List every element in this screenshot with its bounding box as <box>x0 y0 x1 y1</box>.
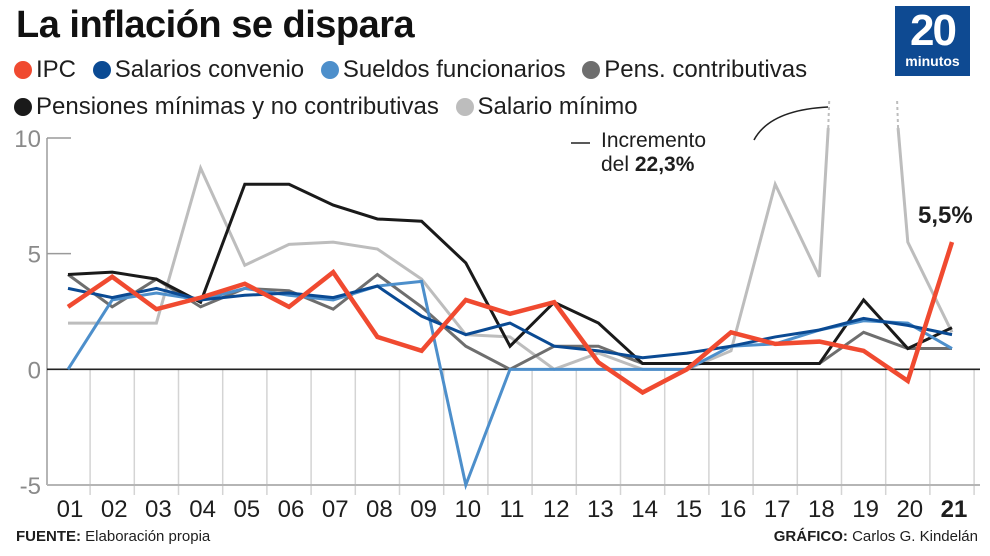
x-tick-label: 08 <box>366 496 393 523</box>
annotation-prefix: del <box>601 153 635 176</box>
x-tick-label: 17 <box>764 496 791 523</box>
x-tick-label: 09 <box>410 496 437 523</box>
brand-logo: 20 minutos <box>895 6 970 76</box>
x-tick-labels: 01 02 03 04 05 06 07 08 09 10 11 12 13 14 15 16 17 18 19 20… <box>57 496 968 523</box>
break-mark <box>896 99 900 129</box>
legend-label: Pensiones mínimas y no contributivas <box>36 93 439 120</box>
legend-item-salarios-convenio: Salarios convenio <box>92 56 305 84</box>
x-tick-label: 02 <box>101 496 128 523</box>
legend-label: Salarios convenio <box>114 56 305 83</box>
annotation-leader <box>753 106 829 141</box>
legend-row-2: Pensiones mínimas y no contributivas Sal… <box>14 93 648 123</box>
source-label: FUENTE: <box>16 528 81 545</box>
x-tick-label: 18 <box>808 496 835 523</box>
series-lines <box>66 127 955 491</box>
x-tick-label: 06 <box>278 496 305 523</box>
break-mark <box>827 99 831 129</box>
legend-swatch-icon <box>455 98 474 116</box>
logo-word: minutos <box>905 53 960 69</box>
x-tick-label: 07 <box>322 496 349 523</box>
logo-number: 20 <box>910 6 957 55</box>
series-line <box>67 182 953 366</box>
legend-swatch-icon <box>14 98 32 116</box>
legend-label: Pens. contributivas <box>604 56 808 83</box>
legend-swatch-icon <box>14 61 32 79</box>
y-tick-label: 5 <box>28 242 41 269</box>
legend-row-1: IPC Salarios convenio Sueldos funcionari… <box>14 56 817 86</box>
grid-lines <box>89 369 975 495</box>
y-tick-label: 10 <box>14 126 41 153</box>
credit-text: Carlos G. Kindelán <box>847 528 978 545</box>
annotation-line-1: Incremento <box>601 129 707 152</box>
x-tick-label: 01 <box>57 496 84 523</box>
y-tick-label: -5 <box>20 473 41 500</box>
x-tick-label: 16 <box>720 496 747 523</box>
legend-swatch-icon <box>320 61 339 79</box>
source-note: FUENTE: Elaboración propia <box>16 528 210 545</box>
legend-swatch-icon <box>582 61 601 79</box>
annotation-text: Incremento del 22,3% <box>601 129 706 177</box>
x-tick-label: 20 <box>896 496 923 523</box>
legend-label: IPC <box>36 56 77 83</box>
legend-swatch-icon <box>92 61 111 79</box>
x-tick-label: 21 <box>941 496 968 523</box>
credit-label: GRÁFICO: <box>773 528 848 545</box>
annotation-value: 22,3% <box>634 153 695 176</box>
x-tick-label: 11 <box>500 496 525 523</box>
annotation-line-2: del 22,3% <box>601 153 706 177</box>
x-tick-label: 04 <box>189 496 216 523</box>
x-tick-label: 10 <box>454 496 481 523</box>
x-tick-label: 05 <box>233 496 260 523</box>
legend-item-sueldos-funcionarios: Sueldos funcionarios <box>320 56 566 84</box>
legend-item-salario-minimo: Salario mínimo <box>455 93 638 121</box>
legend-item-ipc: IPC <box>14 56 76 84</box>
annotation-marks <box>571 99 900 144</box>
chart-title: La inflación se dispara <box>16 4 415 46</box>
series-line <box>66 241 955 396</box>
legend-label: Sueldos funcionarios <box>342 56 566 83</box>
x-tick-label: 03 <box>145 496 172 523</box>
y-tick-label: 0 <box>28 357 41 384</box>
y-tick-labels: -5 0 5 10 <box>14 126 41 500</box>
source-text: Elaboración propia <box>81 528 211 545</box>
legend-label: Salario mínimo <box>477 93 638 120</box>
legend-item-pensiones-minimas: Pensiones mínimas y no contributivas <box>14 93 439 121</box>
x-tick-label: 15 <box>675 496 702 523</box>
series-line <box>896 127 954 333</box>
legend-item-pens-contributivas: Pens. contributivas <box>582 56 807 84</box>
series-line <box>66 279 953 491</box>
x-tick-label: 13 <box>587 496 614 523</box>
x-tick-label: 12 <box>543 496 570 523</box>
series-line <box>68 127 830 372</box>
credit-note: GRÁFICO: Carlos G. Kindelán <box>774 528 978 545</box>
x-tick-label: 14 <box>631 496 658 523</box>
x-tick-label: 19 <box>852 496 879 523</box>
series-line <box>67 284 953 360</box>
ipc-end-label: 5,5% <box>918 202 973 229</box>
